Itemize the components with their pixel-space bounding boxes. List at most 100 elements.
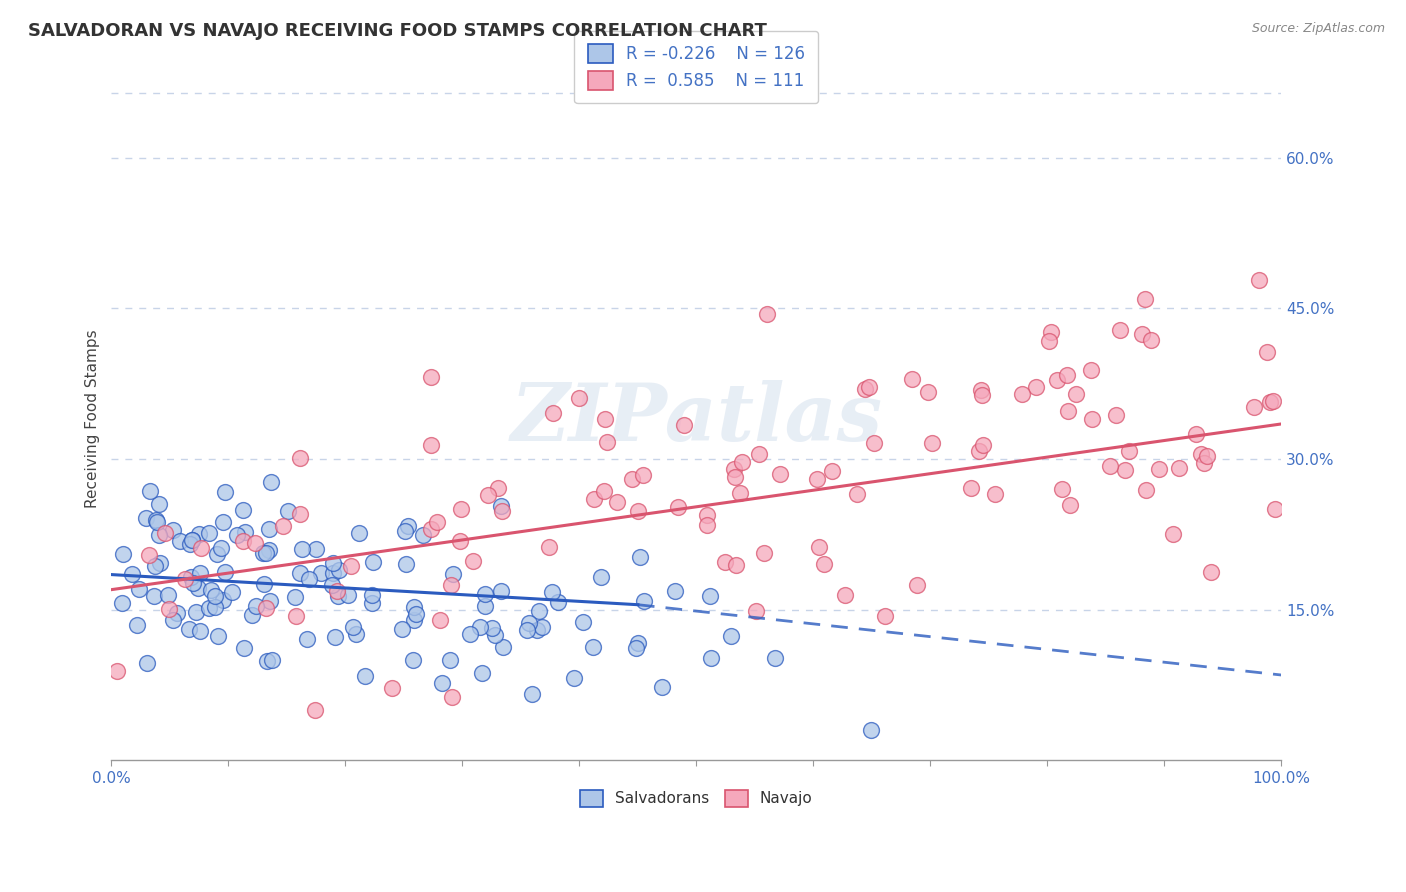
Point	[1195, 449, 1218, 463]
Point	[900, 371, 922, 385]
Point	[461, 554, 484, 568]
Point	[148, 527, 170, 541]
Point	[361, 596, 384, 610]
Text: Source: ZipAtlas.com: Source: ZipAtlas.com	[1251, 22, 1385, 36]
Point	[1011, 386, 1033, 401]
Point	[326, 584, 349, 599]
Point	[110, 596, 132, 610]
Point	[921, 436, 943, 450]
Point	[1189, 447, 1212, 461]
Point	[135, 511, 157, 525]
Point	[200, 583, 222, 598]
Point	[277, 504, 299, 518]
Point	[183, 575, 205, 590]
Point	[1161, 526, 1184, 541]
Point	[290, 450, 312, 465]
Point	[1114, 463, 1136, 477]
Point	[517, 615, 540, 630]
Point	[205, 547, 228, 561]
Point	[474, 587, 496, 601]
Point	[484, 628, 506, 642]
Point	[541, 406, 564, 420]
Point	[834, 588, 856, 602]
Point	[471, 666, 494, 681]
Point	[723, 462, 745, 476]
Point	[402, 653, 425, 667]
Point	[1056, 368, 1078, 382]
Point	[204, 589, 226, 603]
Point	[162, 613, 184, 627]
Point	[1140, 333, 1163, 347]
Point	[198, 601, 221, 615]
Point	[562, 671, 585, 685]
Point	[624, 640, 647, 655]
Point	[492, 640, 515, 654]
Point	[1098, 458, 1121, 473]
Point	[322, 556, 344, 570]
Point	[190, 566, 212, 580]
Point	[298, 573, 321, 587]
Point	[470, 620, 492, 634]
Point	[284, 591, 307, 605]
Point	[253, 576, 276, 591]
Point	[326, 589, 349, 603]
Point	[340, 559, 363, 574]
Point	[288, 507, 311, 521]
Point	[420, 438, 443, 452]
Point	[128, 582, 150, 596]
Point	[970, 383, 993, 397]
Point	[291, 541, 314, 556]
Point	[254, 601, 277, 615]
Point	[396, 519, 419, 533]
Point	[731, 455, 754, 469]
Point	[984, 487, 1007, 501]
Point	[1133, 292, 1156, 306]
Point	[529, 604, 551, 618]
Point	[700, 651, 723, 665]
Point	[967, 444, 990, 458]
Point	[169, 534, 191, 549]
Point	[309, 566, 332, 580]
Point	[166, 606, 188, 620]
Point	[402, 600, 425, 615]
Point	[441, 566, 464, 581]
Point	[321, 578, 343, 592]
Point	[540, 585, 562, 599]
Point	[568, 391, 591, 405]
Point	[1050, 482, 1073, 496]
Point	[121, 566, 143, 581]
Point	[1118, 443, 1140, 458]
Point	[1081, 411, 1104, 425]
Point	[491, 499, 513, 513]
Point	[1046, 373, 1069, 387]
Point	[349, 525, 371, 540]
Point	[245, 536, 267, 550]
Point	[666, 500, 689, 514]
Point	[304, 703, 326, 717]
Point	[322, 566, 344, 580]
Point	[813, 557, 835, 571]
Point	[664, 584, 686, 599]
Point	[259, 594, 281, 608]
Point	[139, 483, 162, 498]
Point	[537, 541, 560, 555]
Point	[520, 686, 543, 700]
Point	[209, 541, 232, 555]
Point	[547, 595, 569, 609]
Point	[489, 583, 512, 598]
Point	[402, 614, 425, 628]
Point	[111, 547, 134, 561]
Point	[145, 513, 167, 527]
Point	[768, 467, 790, 481]
Point	[180, 569, 202, 583]
Point	[252, 546, 274, 560]
Point	[363, 555, 385, 569]
Point	[419, 522, 441, 536]
Point	[450, 502, 472, 516]
Point	[477, 488, 499, 502]
Point	[232, 533, 254, 548]
Point	[917, 385, 939, 400]
Point	[752, 546, 775, 560]
Point	[696, 508, 718, 523]
Point	[845, 487, 868, 501]
